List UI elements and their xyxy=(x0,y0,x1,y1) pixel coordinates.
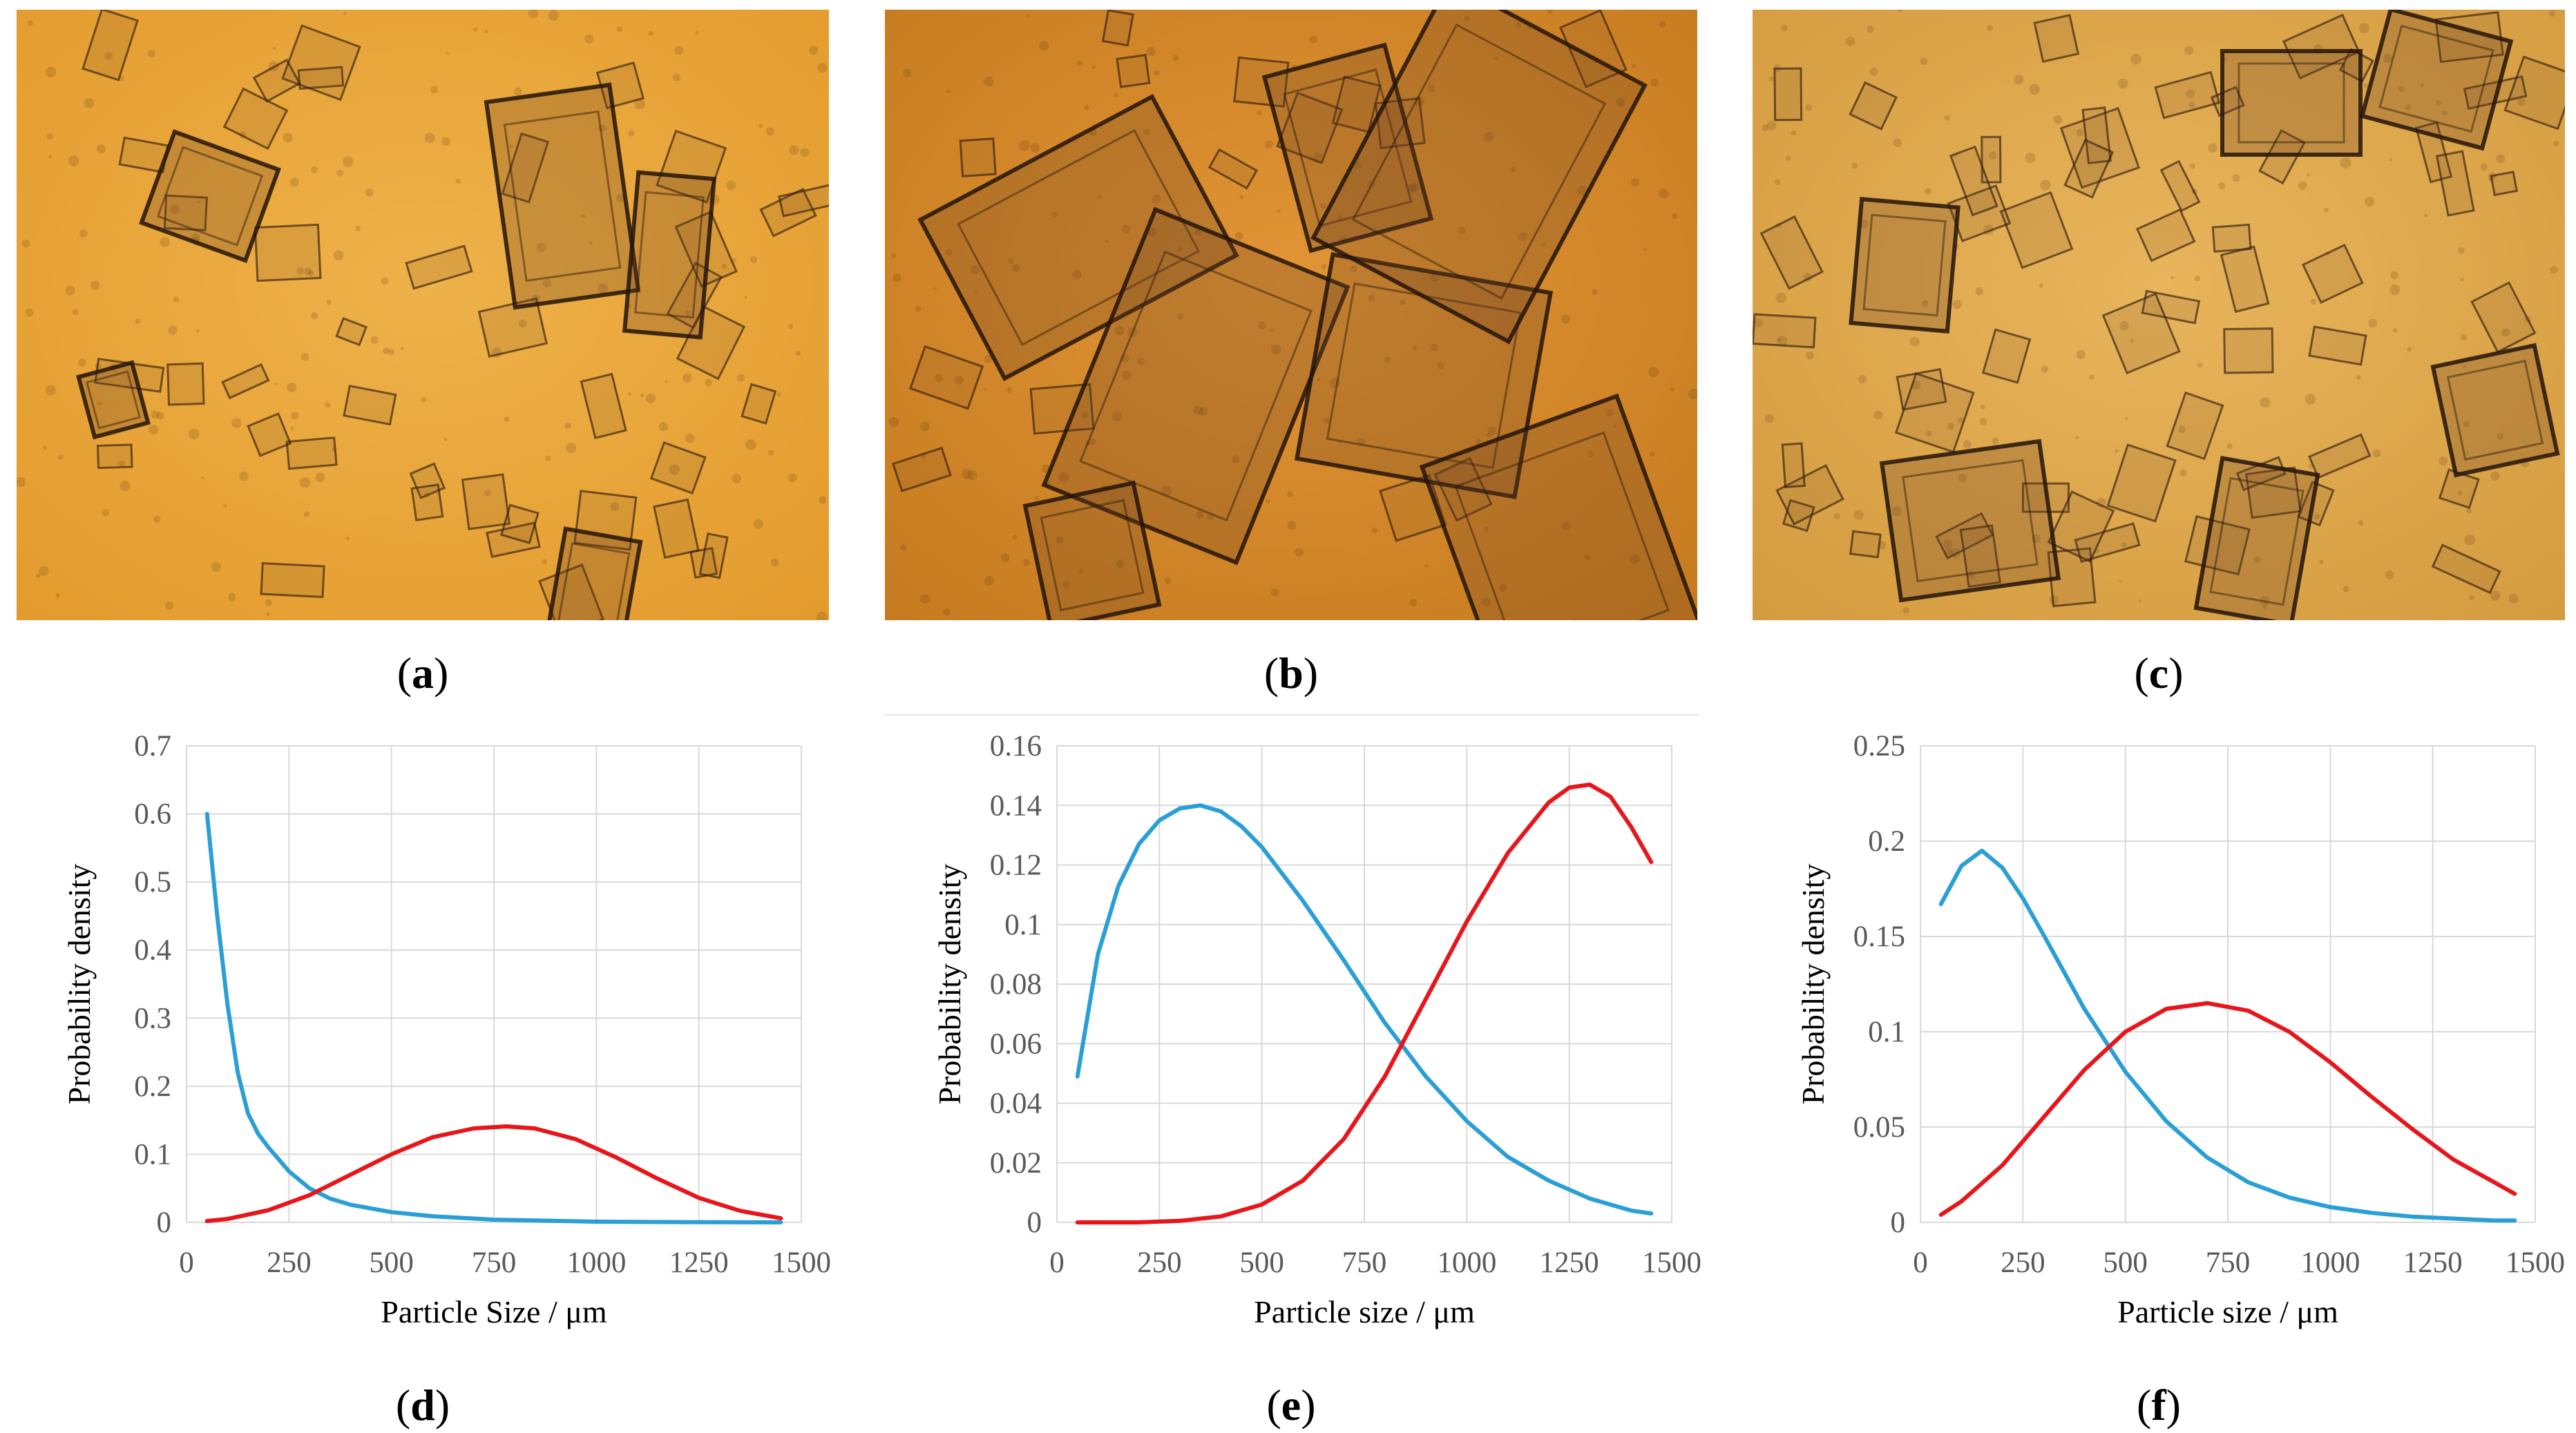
y-tick-label: 0.14 xyxy=(990,789,1042,822)
x-tick-label: 500 xyxy=(1239,1247,1284,1279)
series-line-2 xyxy=(204,1124,783,1223)
y-tick-label: 0.2 xyxy=(134,1070,171,1103)
x-tick-label: 500 xyxy=(2103,1247,2148,1279)
panel-label-f: (f) xyxy=(2137,1381,2181,1430)
panel-label-a: (a) xyxy=(397,648,449,698)
series-line-1 xyxy=(1075,803,1654,1216)
y-tick-label: 0.1 xyxy=(1004,909,1042,941)
panel-label-d: (d) xyxy=(395,1381,450,1430)
series-line-2 xyxy=(1938,1001,2517,1217)
x-tick-label: 500 xyxy=(369,1247,414,1279)
y-tick-label: 0.2 xyxy=(1868,825,1905,858)
x-axis-title: Particle size / μm xyxy=(2117,1294,2338,1329)
x-tick-label: 1500 xyxy=(772,1247,831,1279)
y-axis-title: Probability density xyxy=(932,864,967,1105)
gridlines xyxy=(1056,745,1672,1223)
y-tick-label: 0.06 xyxy=(990,1028,1042,1060)
series-line-2 xyxy=(1075,782,1654,1224)
x-tick-label: 1000 xyxy=(566,1247,626,1279)
y-tick-label: 0.4 xyxy=(134,934,171,967)
x-tick-label: 750 xyxy=(1342,1247,1387,1279)
y-tick-label: 0.6 xyxy=(134,798,171,831)
x-tick-label: 1500 xyxy=(1642,1247,1701,1279)
gridlines xyxy=(186,745,802,1223)
y-tick-label: 0 xyxy=(157,1206,172,1239)
y-tick-label: 0.16 xyxy=(990,730,1042,762)
y-tick-label: 0.15 xyxy=(1853,921,1905,953)
chart-d: 0 0.1 0.2 0.3 0.4 0.5 0.6 0.7 0 250 500 750 1000 1250… xyxy=(41,718,898,1340)
micrograph-b xyxy=(885,10,1697,620)
x-tick-label: 0 xyxy=(1913,1247,1928,1279)
x-tick-label: 1000 xyxy=(2300,1247,2360,1279)
series-line-1 xyxy=(204,811,783,1224)
y-tick-label: 0.02 xyxy=(990,1147,1042,1180)
x-tick-label: 250 xyxy=(1137,1247,1182,1279)
series-line-1 xyxy=(1938,848,2517,1223)
x-tick-label: 1000 xyxy=(1437,1247,1496,1279)
gridlines xyxy=(1920,745,2536,1223)
y-axis-title: Probability density xyxy=(61,864,97,1105)
x-axis-title: Particle size / μm xyxy=(1254,1294,1475,1329)
micrograph-a xyxy=(17,10,829,620)
micrograph-c xyxy=(1753,10,2565,620)
y-tick-label: 0.3 xyxy=(134,1002,171,1035)
x-tick-label: 0 xyxy=(1049,1247,1065,1279)
x-tick-label: 250 xyxy=(2001,1247,2045,1279)
panel-label-c: (c) xyxy=(2134,648,2184,698)
y-tick-label: 0.5 xyxy=(134,866,171,898)
x-tick-label: 0 xyxy=(179,1247,194,1279)
y-axis-title: Probability density xyxy=(1795,864,1831,1105)
panel-label-e: (e) xyxy=(1266,1381,1316,1430)
y-tick-label: 0.25 xyxy=(1853,730,1905,762)
x-tick-label: 750 xyxy=(2206,1247,2251,1279)
y-tick-label: 0.12 xyxy=(990,849,1042,882)
chart-f: 0 0.05 0.1 0.15 0.2 0.25 0 250 500 750 1000 1250 150… xyxy=(1775,718,2576,1340)
y-tick-label: 0.1 xyxy=(1868,1016,1905,1048)
x-tick-label: 250 xyxy=(267,1247,312,1279)
panel-label-b: (b) xyxy=(1263,648,1319,698)
x-tick-label: 1250 xyxy=(1540,1247,1599,1279)
y-tick-label: 0.7 xyxy=(134,730,171,762)
x-axis-title: Particle Size / μm xyxy=(381,1294,607,1329)
x-tick-label: 1250 xyxy=(2403,1247,2463,1279)
y-tick-label: 0 xyxy=(1891,1206,1906,1239)
y-tick-label: 0.08 xyxy=(990,968,1042,1001)
x-tick-label: 1250 xyxy=(669,1247,729,1279)
y-tick-label: 0.1 xyxy=(134,1138,171,1171)
x-tick-label: 1500 xyxy=(2506,1247,2565,1279)
chart-e: 0 0.02 0.04 0.06 0.08 0.1 0.12 0.14 0.16 0 250 500 7… xyxy=(912,718,1768,1340)
y-tick-label: 0.04 xyxy=(990,1088,1042,1120)
x-tick-label: 750 xyxy=(472,1247,517,1279)
y-tick-label: 0.05 xyxy=(1853,1111,1905,1144)
divider-line xyxy=(884,714,1699,715)
y-tick-label: 0 xyxy=(1027,1206,1042,1239)
